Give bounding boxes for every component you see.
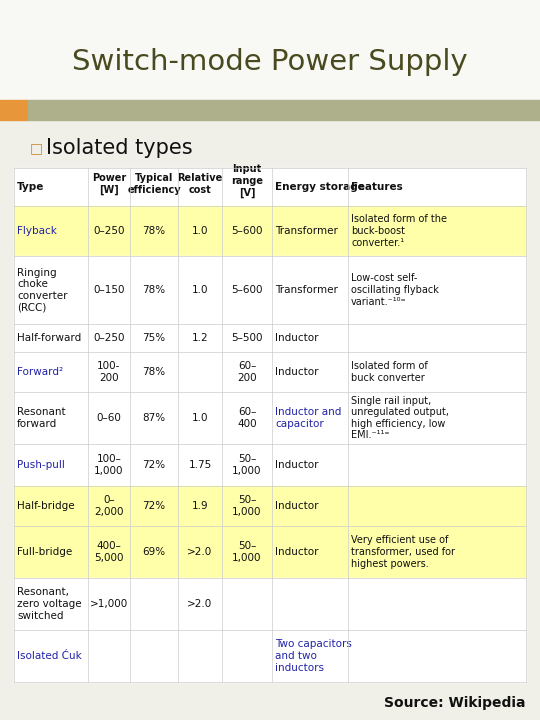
Bar	[14, 526, 526, 578]
Bar	[14, 206, 526, 256]
Text: 400–
5,000: 400– 5,000	[94, 541, 124, 563]
Bar	[0, 0, 540, 100]
Text: 100-
200: 100- 200	[97, 361, 120, 383]
Text: 78%: 78%	[143, 226, 166, 236]
Text: Type: Type	[17, 182, 44, 192]
Bar	[14, 630, 526, 682]
Text: Ringing
choke
converter
(RCC): Ringing choke converter (RCC)	[17, 268, 68, 312]
Bar	[14, 578, 526, 630]
Text: 60–
400: 60– 400	[237, 408, 257, 429]
Text: Half-bridge: Half-bridge	[17, 501, 75, 511]
Text: 1.75: 1.75	[188, 460, 212, 470]
Text: 5–600: 5–600	[231, 226, 263, 236]
Text: Resonant,
zero voltage
switched: Resonant, zero voltage switched	[17, 588, 82, 621]
Bar	[0, 100, 28, 120]
Text: Very efficient use of
transformer, used for
highest powers.: Very efficient use of transformer, used …	[351, 536, 455, 569]
Text: 1.0: 1.0	[192, 285, 208, 295]
Text: Typical
efficiency: Typical efficiency	[127, 174, 181, 195]
Text: Inductor: Inductor	[275, 460, 319, 470]
Text: 0–250: 0–250	[93, 226, 125, 236]
Text: 1.0: 1.0	[192, 226, 208, 236]
Text: Energy storage: Energy storage	[275, 182, 365, 192]
Text: 78%: 78%	[143, 285, 166, 295]
Bar	[14, 486, 526, 526]
Bar	[14, 256, 526, 324]
Text: Isolated Ćuk: Isolated Ćuk	[17, 651, 82, 661]
Text: 75%: 75%	[143, 333, 166, 343]
Bar	[14, 392, 526, 444]
Text: 1.9: 1.9	[192, 501, 208, 511]
Text: 72%: 72%	[143, 460, 166, 470]
Text: >2.0: >2.0	[187, 547, 213, 557]
Text: Input
range
[V]: Input range [V]	[231, 164, 263, 198]
Bar	[14, 168, 526, 682]
Text: Inductor and
capacitor: Inductor and capacitor	[275, 408, 341, 429]
Text: >1,000: >1,000	[90, 599, 128, 609]
Text: Flyback: Flyback	[17, 226, 57, 236]
Bar	[28, 100, 540, 120]
Text: Half-forward: Half-forward	[17, 333, 81, 343]
Text: Inductor: Inductor	[275, 501, 319, 511]
Text: 100–
1,000: 100– 1,000	[94, 454, 124, 476]
Text: Inductor: Inductor	[275, 367, 319, 377]
Text: Resonant
forward: Resonant forward	[17, 408, 66, 429]
Text: 50–
1,000: 50– 1,000	[232, 495, 262, 517]
Bar	[0, 120, 540, 720]
Text: 5–500: 5–500	[231, 333, 263, 343]
Bar	[14, 444, 526, 486]
Text: Single rail input,
unregulated output,
high efficiency, low
EMI.⁻¹¹⁼: Single rail input, unregulated output, h…	[351, 395, 449, 441]
Text: Isolated types: Isolated types	[46, 138, 193, 158]
Text: □: □	[30, 141, 43, 155]
Text: 5–600: 5–600	[231, 285, 263, 295]
Text: Inductor: Inductor	[275, 333, 319, 343]
Text: Forward²: Forward²	[17, 367, 63, 377]
Text: 1.0: 1.0	[192, 413, 208, 423]
Text: 87%: 87%	[143, 413, 166, 423]
Text: 0–250: 0–250	[93, 333, 125, 343]
Text: Relative
cost: Relative cost	[177, 174, 222, 195]
Text: 0–60: 0–60	[97, 413, 122, 423]
Text: 78%: 78%	[143, 367, 166, 377]
Text: 1.2: 1.2	[192, 333, 208, 343]
Text: Features: Features	[351, 182, 403, 192]
Bar	[14, 324, 526, 352]
Bar	[14, 352, 526, 392]
Text: Isolated form of
buck converter: Isolated form of buck converter	[351, 361, 428, 383]
Text: 72%: 72%	[143, 501, 166, 511]
Text: 50–
1,000: 50– 1,000	[232, 454, 262, 476]
Text: Push-pull: Push-pull	[17, 460, 65, 470]
Text: 50–
1,000: 50– 1,000	[232, 541, 262, 563]
Text: 0–
2,000: 0– 2,000	[94, 495, 124, 517]
Text: Two capacitors
and two
inductors: Two capacitors and two inductors	[275, 639, 352, 672]
Text: Inductor: Inductor	[275, 547, 319, 557]
Text: 69%: 69%	[143, 547, 166, 557]
Text: Source: Wikipedia: Source: Wikipedia	[384, 696, 526, 710]
Text: Isolated form of the
buck-boost
converter.¹: Isolated form of the buck-boost converte…	[351, 215, 447, 248]
Text: 0–150: 0–150	[93, 285, 125, 295]
Text: Power
[W]: Power [W]	[92, 173, 126, 195]
Text: Switch-mode Power Supply: Switch-mode Power Supply	[72, 48, 468, 76]
Text: >2.0: >2.0	[187, 599, 213, 609]
Text: Low-cost self-
oscillating flyback
variant.⁻¹⁰⁼: Low-cost self- oscillating flyback varia…	[351, 274, 439, 307]
Text: Transformer: Transformer	[275, 285, 338, 295]
Text: 60–
200: 60– 200	[237, 361, 257, 383]
Text: Transformer: Transformer	[275, 226, 338, 236]
Text: Full-bridge: Full-bridge	[17, 547, 72, 557]
